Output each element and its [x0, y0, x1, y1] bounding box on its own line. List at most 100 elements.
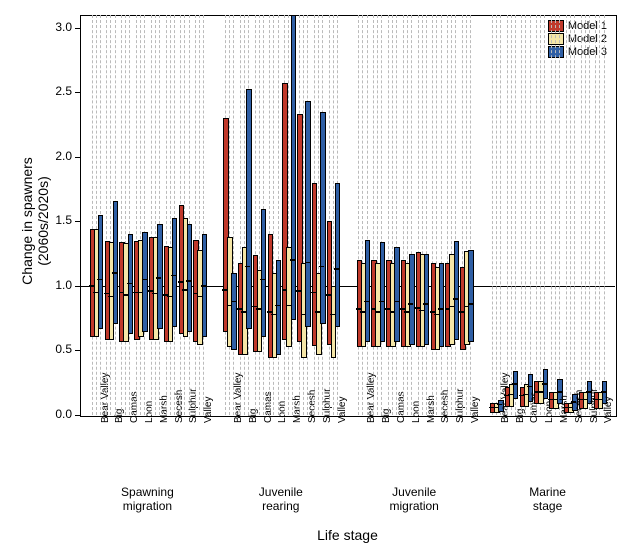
whisker — [106, 15, 107, 415]
median-mark — [186, 280, 191, 282]
median-mark — [364, 301, 369, 303]
box — [305, 101, 311, 326]
whisker — [140, 15, 141, 415]
population-label: Loon — [411, 401, 422, 423]
whisker — [377, 15, 378, 415]
whisker — [544, 15, 545, 415]
median-mark — [171, 275, 176, 277]
median-mark — [557, 391, 562, 393]
population-label: Marsh — [426, 395, 437, 423]
box — [513, 371, 519, 399]
whisker — [559, 15, 560, 415]
whisker — [496, 15, 497, 415]
box — [424, 254, 430, 345]
whisker — [388, 15, 389, 415]
whisker — [418, 15, 419, 415]
whisker — [195, 15, 196, 415]
box — [113, 201, 119, 324]
whisker — [426, 15, 427, 415]
whisker — [451, 15, 452, 415]
median-mark — [231, 301, 236, 303]
whisker — [604, 15, 605, 415]
median-mark — [468, 303, 473, 305]
whisker — [403, 15, 404, 415]
median-mark — [142, 279, 147, 281]
box — [409, 254, 415, 345]
whisker — [500, 15, 501, 415]
y-tick-label: 0.0 — [45, 407, 72, 421]
whisker — [259, 15, 260, 415]
box — [454, 241, 460, 340]
whisker — [581, 15, 582, 415]
whisker — [367, 15, 368, 415]
population-label: Big — [515, 409, 526, 423]
whisker — [288, 15, 289, 415]
population-label: Sulphur — [455, 389, 466, 423]
y-tick — [75, 221, 80, 222]
whisker — [189, 15, 190, 415]
y-tick — [75, 28, 80, 29]
box — [468, 250, 474, 342]
whisker — [507, 15, 508, 415]
whisker — [515, 15, 516, 415]
legend: Model 1Model 2Model 3 — [548, 20, 607, 59]
box — [246, 89, 252, 330]
whisker — [530, 15, 531, 415]
whisker — [536, 15, 537, 415]
whisker — [540, 15, 541, 415]
whisker — [470, 15, 471, 415]
whisker — [151, 15, 152, 415]
population-label: Secesh — [307, 390, 318, 423]
population-label: Bear Valley — [100, 373, 111, 423]
median-mark — [394, 301, 399, 303]
whisker — [92, 15, 93, 415]
legend-item: Model 3 — [548, 46, 607, 58]
whisker — [174, 15, 175, 415]
population-label: Marsh — [292, 395, 303, 423]
box — [335, 183, 341, 327]
legend-item: Model 1 — [548, 20, 607, 32]
population-label: Camas — [129, 391, 140, 423]
whisker — [555, 15, 556, 415]
whisker — [229, 15, 230, 415]
whisker — [362, 15, 363, 415]
whisker — [184, 15, 185, 415]
x-axis-label: Life stage — [298, 527, 398, 543]
median-mark — [527, 386, 532, 388]
population-label: Sulphur — [322, 389, 333, 423]
y-tick — [75, 92, 80, 93]
median-mark — [334, 268, 339, 270]
chart-container: 0.00.51.01.52.02.53.0Change in spawners(… — [0, 0, 630, 554]
median-mark — [127, 283, 132, 285]
whisker — [599, 15, 600, 415]
box — [439, 263, 445, 348]
median-mark — [408, 303, 413, 305]
y-tick-label: 0.5 — [45, 342, 72, 356]
population-label: Loon — [144, 401, 155, 423]
whisker — [462, 15, 463, 415]
whisker — [570, 15, 571, 415]
whisker — [466, 15, 467, 415]
group-label: Marine stage — [498, 485, 598, 513]
whisker — [432, 15, 433, 415]
population-label: Camas — [263, 391, 274, 423]
median-mark — [112, 272, 117, 274]
y-tick-label: 2.5 — [45, 84, 72, 98]
whisker — [511, 15, 512, 415]
whisker — [136, 15, 137, 415]
median-mark — [438, 308, 443, 310]
median-mark — [260, 279, 265, 281]
population-label: Camas — [396, 391, 407, 423]
whisker — [121, 15, 122, 415]
whisker — [110, 15, 111, 415]
whisker — [551, 15, 552, 415]
whisker — [422, 15, 423, 415]
whisker — [155, 15, 156, 415]
whisker — [589, 15, 590, 415]
group-label: Juvenile rearing — [231, 485, 331, 513]
population-label: Valley — [603, 397, 614, 424]
whisker — [441, 15, 442, 415]
whisker — [407, 15, 408, 415]
box — [128, 234, 134, 334]
box — [231, 273, 237, 350]
